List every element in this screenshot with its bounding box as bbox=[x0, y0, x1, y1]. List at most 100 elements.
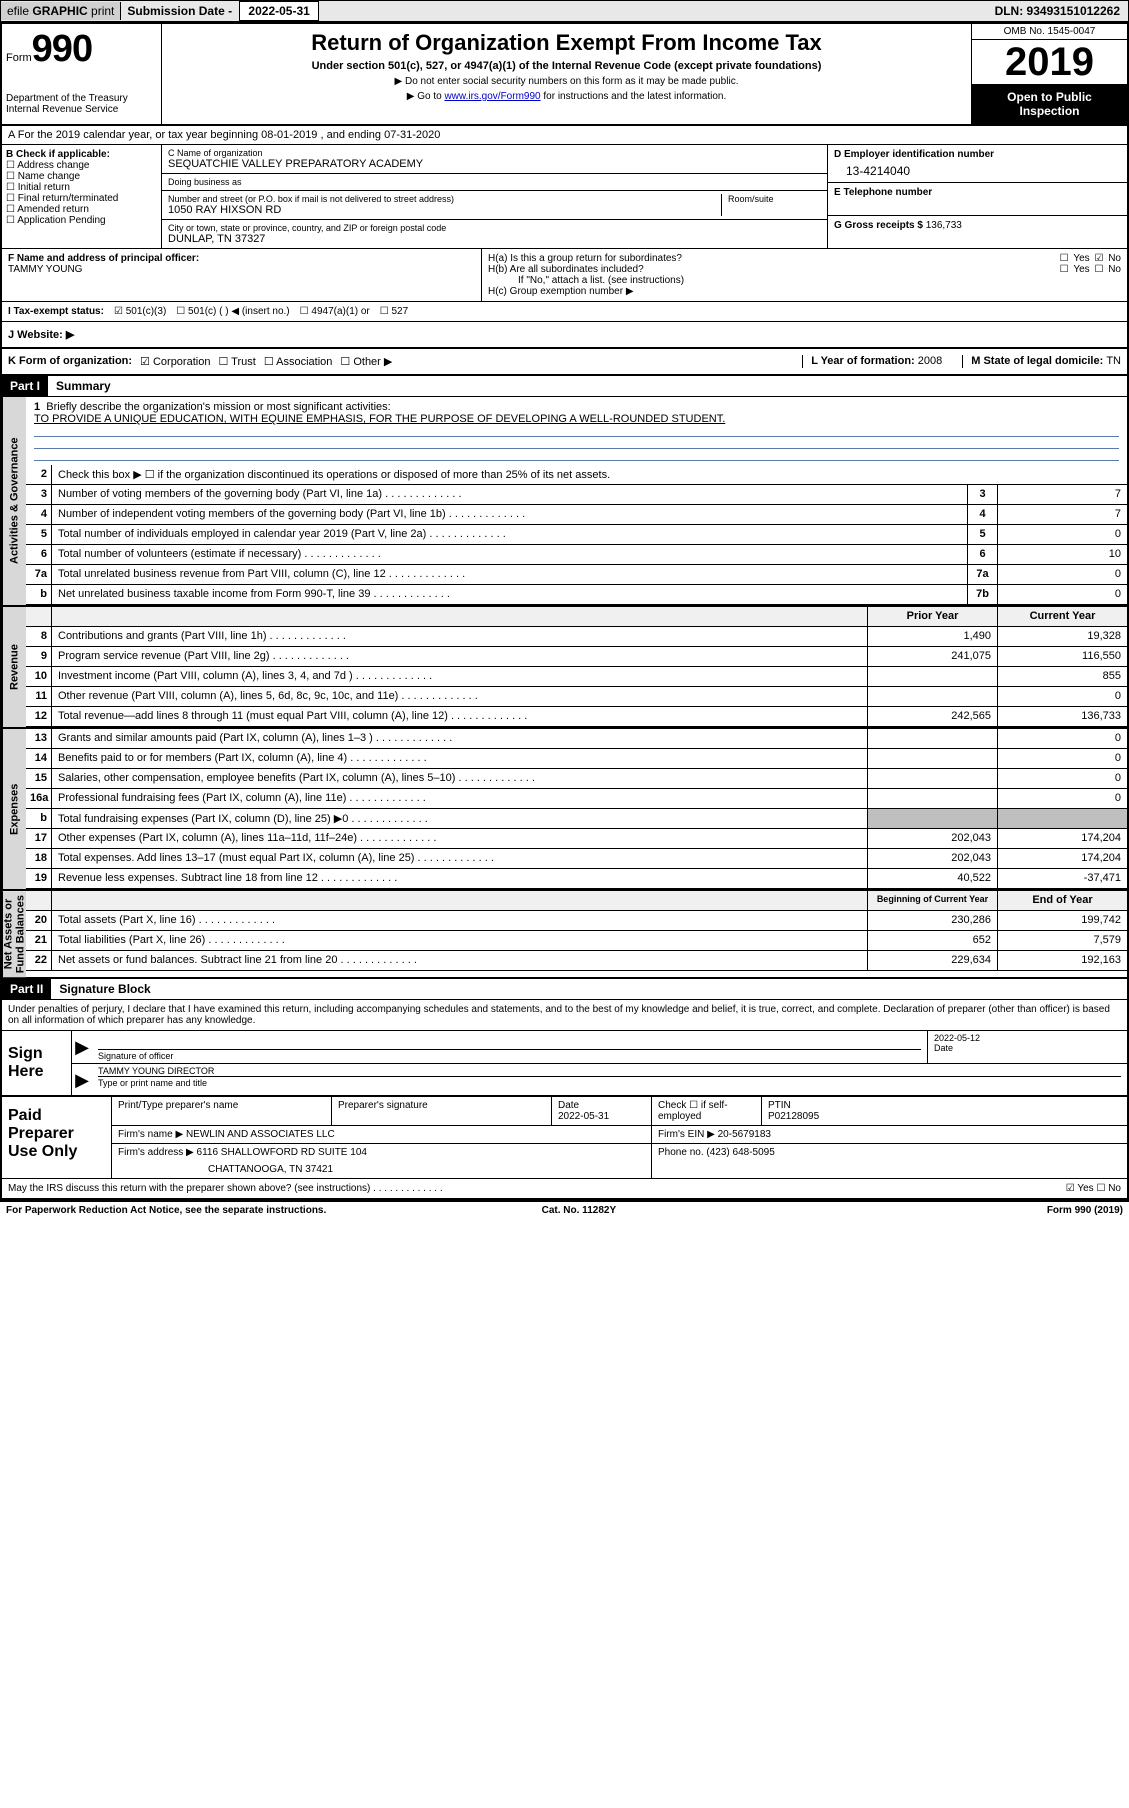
box-l: L Year of formation: 2008 bbox=[802, 355, 942, 368]
data-line: 21Total liabilities (Part X, line 26)652… bbox=[26, 931, 1127, 951]
m-label: M State of legal domicile: bbox=[971, 355, 1106, 367]
box-d-e-g: D Employer identification number 13-4214… bbox=[827, 145, 1127, 248]
box-d: D Employer identification number 13-4214… bbox=[828, 145, 1127, 183]
data-line: 12Total revenue—add lines 8 through 11 (… bbox=[26, 707, 1127, 727]
act-line: 7aTotal unrelated business revenue from … bbox=[26, 565, 1127, 585]
city-state-zip: DUNLAP, TN 37327 bbox=[168, 233, 821, 245]
gross-label: G Gross receipts $ bbox=[834, 220, 923, 231]
rev-header: Prior Year Current Year bbox=[26, 607, 1127, 627]
act-line: 2Check this box ▶ ☐ if the organization … bbox=[26, 465, 1127, 485]
goto-note: Go to www.irs.gov/Form990 for instructio… bbox=[170, 91, 963, 102]
revenue-section: Revenue Prior Year Current Year 8Contrib… bbox=[2, 607, 1127, 729]
data-line: 10Investment income (Part VIII, column (… bbox=[26, 667, 1127, 687]
ha-yes[interactable]: Yes bbox=[1058, 253, 1090, 264]
net-lines: 20Total assets (Part X, line 16)230,2861… bbox=[26, 911, 1127, 971]
officer-printed: TAMMY YOUNG DIRECTOR bbox=[98, 1066, 1121, 1076]
ha-no[interactable]: No bbox=[1092, 253, 1121, 264]
activities-lines: 2Check this box ▶ ☐ if the organization … bbox=[26, 465, 1127, 605]
goto-b: for instructions and the latest informat… bbox=[541, 91, 727, 102]
data-line: 13Grants and similar amounts paid (Part … bbox=[26, 729, 1127, 749]
chk-initial[interactable]: Initial return bbox=[6, 182, 157, 193]
firm-addr-lbl: Firm's address ▶ bbox=[118, 1147, 194, 1158]
chk-4947[interactable]: 4947(a)(1) or bbox=[300, 306, 370, 317]
preparer-row: Paid Preparer Use Only Print/Type prepar… bbox=[2, 1095, 1127, 1178]
chk-address[interactable]: Address change bbox=[6, 160, 157, 171]
part2-title: Signature Block bbox=[51, 979, 158, 999]
header-right: OMB No. 1545-0047 2019 Open to Public In… bbox=[972, 24, 1127, 124]
ein: 13-4214040 bbox=[834, 160, 1121, 178]
chk-527[interactable]: 527 bbox=[380, 306, 408, 317]
form-title: Return of Organization Exempt From Incom… bbox=[170, 30, 963, 56]
sig-officer-label: Signature of officer bbox=[98, 1049, 921, 1061]
h-c: H(c) Group exemption number ▶ bbox=[488, 286, 1121, 297]
chk-501c[interactable]: 501(c) ( ) ◀ (insert no.) bbox=[176, 306, 289, 317]
chk-amended[interactable]: Amended return bbox=[6, 204, 157, 215]
l-label: L Year of formation: bbox=[811, 355, 918, 367]
year-formation: 2008 bbox=[918, 355, 942, 367]
hb-yes[interactable]: Yes bbox=[1058, 264, 1090, 275]
vlabel-net: Net Assets or Fund Balances bbox=[2, 891, 26, 977]
under-section: Under section 501(c), 527, or 4947(a)(1)… bbox=[170, 60, 963, 72]
hb-no[interactable]: No bbox=[1092, 264, 1121, 275]
paperwork-notice: For Paperwork Reduction Act Notice, see … bbox=[6, 1205, 326, 1216]
open1: Open to Public bbox=[976, 90, 1123, 104]
data-line: 22Net assets or fund balances. Subtract … bbox=[26, 951, 1127, 971]
net-section: Net Assets or Fund Balances Beginning of… bbox=[2, 891, 1127, 979]
brief-row: 1 Briefly describe the organization's mi… bbox=[26, 397, 1127, 465]
expenses-lines: 13Grants and similar amounts paid (Part … bbox=[26, 729, 1127, 889]
part2-tag: Part II bbox=[2, 979, 51, 999]
chk-501c3[interactable]: 501(c)(3) bbox=[114, 306, 166, 317]
form-outer: Form990 Department of the Treasury Inter… bbox=[0, 22, 1129, 1200]
chk-corp[interactable]: Corporation bbox=[140, 355, 210, 368]
data-line: 11Other revenue (Part VIII, column (A), … bbox=[26, 687, 1127, 707]
form990-link[interactable]: www.irs.gov/Form990 bbox=[444, 91, 540, 102]
discuss-yes[interactable]: Yes bbox=[1066, 1183, 1094, 1194]
part1-title: Summary bbox=[48, 376, 119, 396]
ein-label: D Employer identification number bbox=[834, 149, 1121, 160]
efile-prefix: efile bbox=[7, 4, 29, 18]
begin-year-hdr: Beginning of Current Year bbox=[867, 891, 997, 910]
bottom-line: For Paperwork Reduction Act Notice, see … bbox=[0, 1200, 1129, 1219]
act-line: 3Number of voting members of the governi… bbox=[26, 485, 1127, 505]
arrow-icon: ▶ bbox=[72, 1031, 92, 1063]
chk-trust[interactable]: Trust bbox=[218, 355, 255, 368]
dept-treasury: Department of the Treasury bbox=[6, 93, 157, 104]
box-b: B Check if applicable: Address change Na… bbox=[2, 145, 162, 248]
prep-date-lbl: Date bbox=[558, 1100, 645, 1111]
firm-ein: 20-5679183 bbox=[718, 1129, 771, 1140]
box-m: M State of legal domicile: TN bbox=[962, 355, 1121, 368]
firm-addr2: CHATTANOOGA, TN 37421 bbox=[118, 1158, 645, 1175]
sub-label: Submission Date bbox=[127, 4, 224, 18]
sig-date-label: Date bbox=[934, 1043, 1121, 1053]
website-row: J Website: ▶ bbox=[2, 322, 1127, 349]
firm-addr1: 6116 SHALLOWFORD RD SUITE 104 bbox=[197, 1147, 367, 1158]
chk-final[interactable]: Final return/terminated bbox=[6, 193, 157, 204]
sig-date: 2022-05-12 bbox=[934, 1033, 1121, 1043]
chk-assoc[interactable]: Association bbox=[264, 355, 333, 368]
prep-selfemp[interactable]: Check ☐ if self-employed bbox=[652, 1097, 762, 1125]
omb-number: OMB No. 1545-0047 bbox=[972, 24, 1127, 40]
open-public: Open to Public Inspection bbox=[972, 84, 1127, 124]
j-label: J Website: ▶ bbox=[8, 328, 74, 341]
discuss-no[interactable]: No bbox=[1096, 1183, 1121, 1194]
name-title-label: Type or print name and title bbox=[98, 1076, 1121, 1088]
h-b-note: If "No," attach a list. (see instruction… bbox=[488, 275, 1121, 286]
chk-other[interactable]: Other ▶ bbox=[340, 355, 392, 368]
header-mid: Return of Organization Exempt From Incom… bbox=[162, 24, 972, 124]
chk-namechange[interactable]: Name change bbox=[6, 171, 157, 182]
chk-pending[interactable]: Application Pending bbox=[6, 215, 157, 226]
act-line: 5Total number of individuals employed in… bbox=[26, 525, 1127, 545]
dba-label: Doing business as bbox=[168, 177, 821, 187]
officer-label: F Name and address of principal officer: bbox=[8, 253, 475, 264]
discuss-question: May the IRS discuss this return with the… bbox=[8, 1183, 370, 1194]
ha-text: H(a) Is this a group return for subordin… bbox=[488, 253, 682, 264]
gross-receipts: 136,733 bbox=[926, 220, 962, 231]
efile-print[interactable]: print bbox=[91, 4, 114, 18]
data-line: bTotal fundraising expenses (Part IX, co… bbox=[26, 809, 1127, 829]
c-name-label: C Name of organization bbox=[168, 148, 821, 158]
discuss-row: May the IRS discuss this return with the… bbox=[2, 1178, 1127, 1198]
data-line: 20Total assets (Part X, line 16)230,2861… bbox=[26, 911, 1127, 931]
net-header: Beginning of Current Year End of Year bbox=[26, 891, 1127, 911]
street-address: 1050 RAY HIXSON RD bbox=[168, 204, 721, 216]
room-label: Room/suite bbox=[728, 194, 821, 204]
